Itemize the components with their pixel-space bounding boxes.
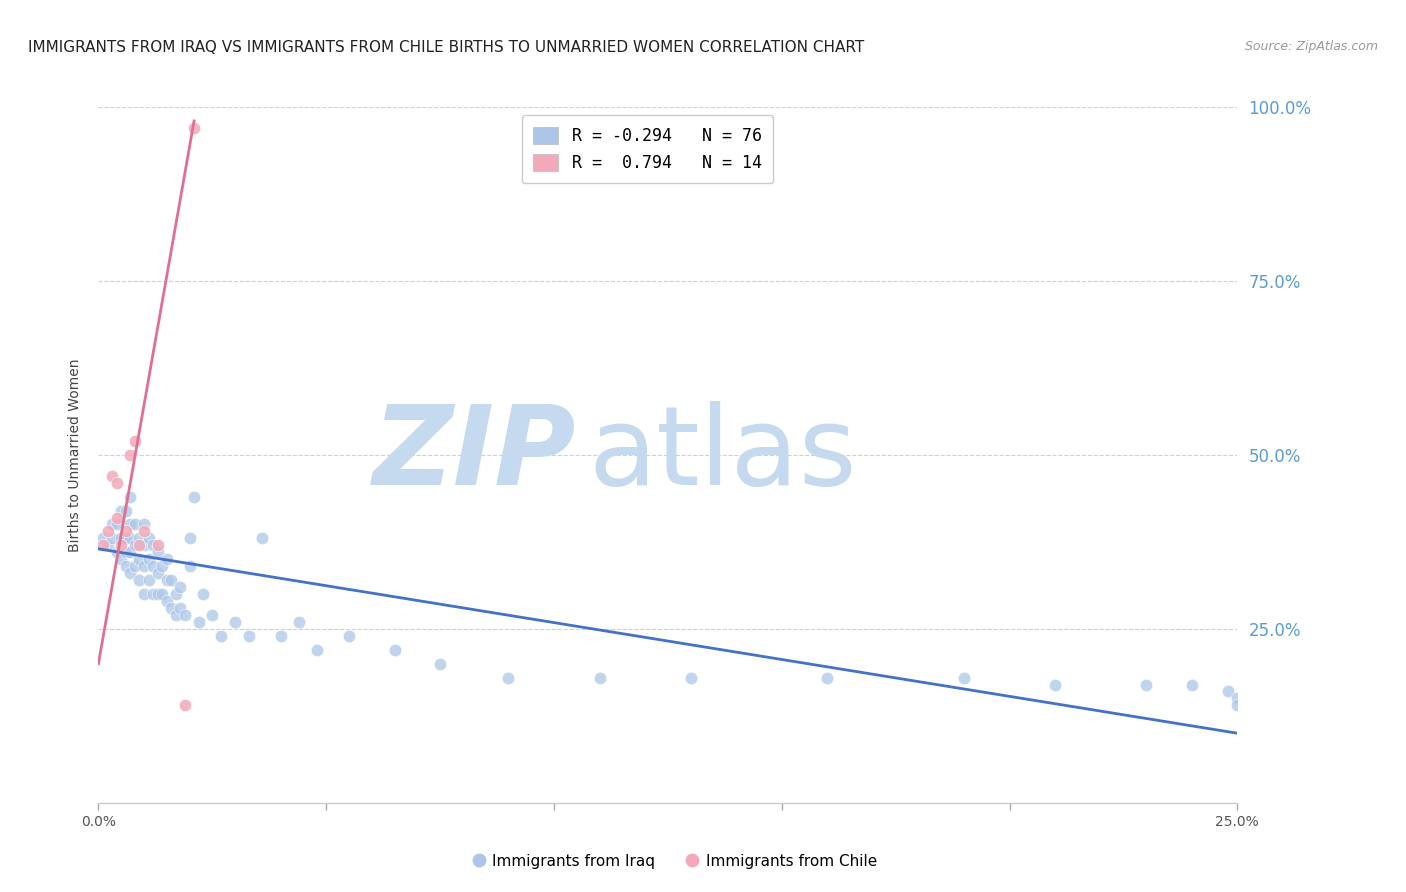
Point xyxy=(165,587,187,601)
Point xyxy=(169,580,191,594)
Point xyxy=(156,573,179,587)
Point xyxy=(953,671,976,685)
Point xyxy=(384,642,406,657)
Point xyxy=(120,448,142,462)
Point xyxy=(183,490,205,504)
Point xyxy=(156,552,179,566)
Point xyxy=(114,559,136,574)
Point xyxy=(156,594,179,608)
Point xyxy=(105,545,128,559)
Point xyxy=(307,642,329,657)
Point xyxy=(114,532,136,546)
Text: Source: ZipAtlas.com: Source: ZipAtlas.com xyxy=(1244,40,1378,54)
Point xyxy=(132,524,155,539)
Point xyxy=(146,587,169,601)
Point xyxy=(110,503,132,517)
Point xyxy=(96,524,118,539)
Point xyxy=(1135,677,1157,691)
Point xyxy=(105,475,128,490)
Point xyxy=(150,587,173,601)
Point xyxy=(101,517,124,532)
Point xyxy=(120,532,142,546)
Text: IMMIGRANTS FROM IRAQ VS IMMIGRANTS FROM CHILE BIRTHS TO UNMARRIED WOMEN CORRELAT: IMMIGRANTS FROM IRAQ VS IMMIGRANTS FROM … xyxy=(28,40,865,55)
Point xyxy=(138,573,160,587)
Point xyxy=(169,601,191,615)
Point xyxy=(138,552,160,566)
Point xyxy=(146,545,169,559)
Point xyxy=(588,671,610,685)
Legend: R = -0.294   N = 76, R =  0.794   N = 14: R = -0.294 N = 76, R = 0.794 N = 14 xyxy=(522,115,773,184)
Point xyxy=(498,671,520,685)
Point xyxy=(96,538,118,552)
Text: ZIP: ZIP xyxy=(373,401,576,508)
Point xyxy=(132,587,155,601)
Point xyxy=(288,615,311,629)
Text: atlas: atlas xyxy=(588,401,856,508)
Point xyxy=(132,538,155,552)
Point xyxy=(114,545,136,559)
Point xyxy=(110,538,132,552)
Point xyxy=(160,573,183,587)
Point xyxy=(114,524,136,539)
Point xyxy=(91,538,114,552)
Point xyxy=(337,629,360,643)
Point xyxy=(120,545,142,559)
Legend: Immigrants from Iraq, Immigrants from Chile: Immigrants from Iraq, Immigrants from Ch… xyxy=(467,848,883,875)
Point xyxy=(105,510,128,524)
Point xyxy=(124,538,146,552)
Point xyxy=(101,532,124,546)
Point xyxy=(201,607,224,622)
Point xyxy=(128,552,150,566)
Point xyxy=(110,552,132,566)
Point xyxy=(114,503,136,517)
Point xyxy=(270,629,292,643)
Point xyxy=(146,566,169,581)
Point xyxy=(179,532,201,546)
Point xyxy=(165,607,187,622)
Point xyxy=(110,532,132,546)
Point xyxy=(146,538,169,552)
Point xyxy=(174,698,197,713)
Point xyxy=(183,120,205,135)
Point xyxy=(150,559,173,574)
Point xyxy=(124,434,146,448)
Point xyxy=(124,559,146,574)
Point xyxy=(128,538,150,552)
Point xyxy=(1226,698,1249,713)
Point xyxy=(132,559,155,574)
Point xyxy=(193,587,215,601)
Point xyxy=(138,532,160,546)
Point xyxy=(101,468,124,483)
Point xyxy=(429,657,451,671)
Point xyxy=(120,490,142,504)
Point xyxy=(1218,684,1240,698)
Point xyxy=(160,601,183,615)
Point xyxy=(128,573,150,587)
Point xyxy=(142,587,165,601)
Point xyxy=(174,607,197,622)
Point xyxy=(142,559,165,574)
Point xyxy=(679,671,702,685)
Y-axis label: Births to Unmarried Women: Births to Unmarried Women xyxy=(69,359,83,551)
Point xyxy=(238,629,260,643)
Point xyxy=(120,566,142,581)
Point xyxy=(252,532,274,546)
Point xyxy=(91,532,114,546)
Point xyxy=(1226,691,1249,706)
Point xyxy=(1181,677,1204,691)
Point xyxy=(128,532,150,546)
Point xyxy=(815,671,838,685)
Point xyxy=(1043,677,1066,691)
Point xyxy=(120,517,142,532)
Point xyxy=(209,629,232,643)
Point xyxy=(105,517,128,532)
Point xyxy=(132,517,155,532)
Point xyxy=(224,615,246,629)
Point xyxy=(142,538,165,552)
Point xyxy=(179,559,201,574)
Point xyxy=(187,615,209,629)
Point xyxy=(124,517,146,532)
